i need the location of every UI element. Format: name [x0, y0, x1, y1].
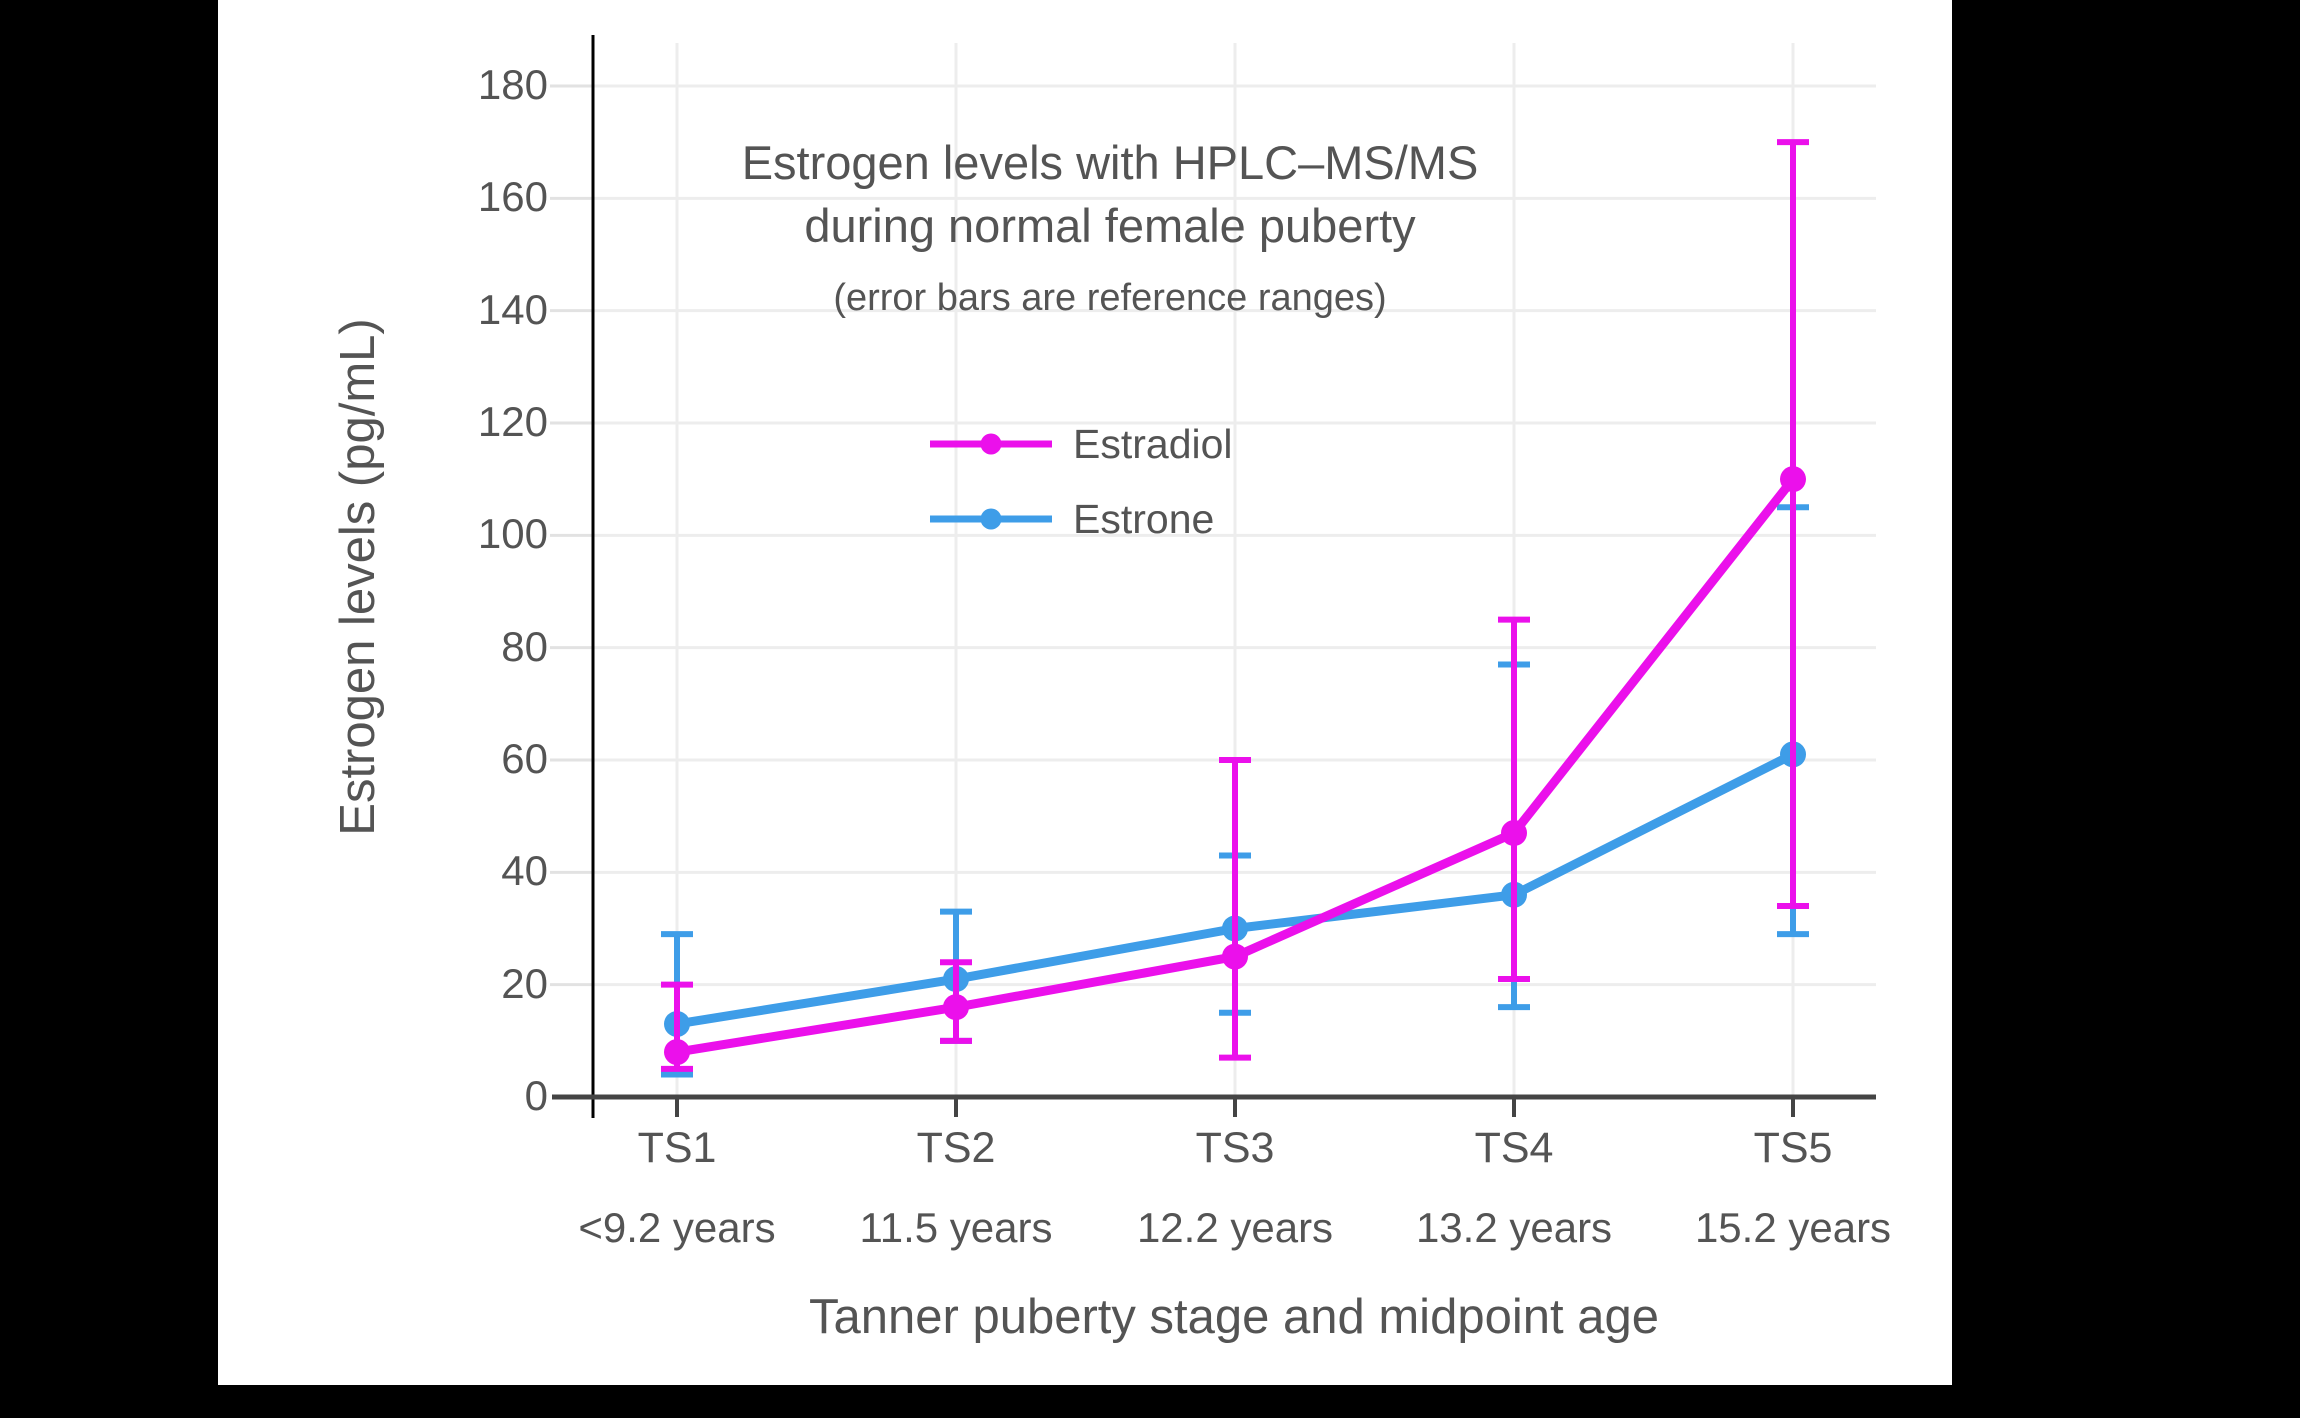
legend-marker: [980, 433, 1002, 455]
estradiol-marker: [1780, 466, 1806, 493]
y-tick-label: 0: [524, 1072, 548, 1120]
y-tick-label: 160: [477, 173, 548, 221]
legend-label-estrone: Estrone: [1073, 495, 1215, 542]
x-tick-label: TS4: [1474, 1124, 1554, 1172]
chart-title-line2: during normal female puberty: [804, 199, 1416, 252]
y-tick-label: 60: [501, 735, 548, 783]
y-axis-title: Estrogen levels (pg/mL): [331, 318, 385, 836]
x-tick-age-label: 15.2 years: [1694, 1204, 1892, 1251]
chart-panel: Estrogen levels with HPLC–MS/MS during n…: [218, 0, 1952, 1385]
y-tick-label: 140: [477, 285, 548, 333]
legend-swatch-estrone: [930, 508, 1052, 530]
x-tick-label: TS1: [637, 1124, 717, 1172]
chart-subtitle: (error bars are reference ranges): [833, 277, 1387, 319]
y-tick-label: 20: [501, 959, 548, 1007]
chart-title: Estrogen levels with HPLC–MS/MS during n…: [410, 131, 1810, 257]
legend-label-estradiol: Estradiol: [1073, 420, 1233, 467]
chart-title-line1: Estrogen levels with HPLC–MS/MS: [741, 136, 1479, 189]
estradiol-marker: [1222, 943, 1248, 970]
x-tick-age-label: 13.2 years: [1415, 1204, 1613, 1251]
x-tick-age-label: 12.2 years: [1136, 1204, 1334, 1251]
x-axis-title: Tanner puberty stage and midpoint age: [809, 1290, 1659, 1344]
estradiol-marker: [943, 994, 969, 1021]
legend-item-estrone: Estrone: [930, 491, 1214, 547]
x-tick-label: TS3: [1195, 1124, 1275, 1172]
y-tick-label: 40: [501, 847, 548, 895]
legend-marker: [980, 508, 1002, 530]
x-tick-age-label: <9.2 years: [578, 1204, 776, 1251]
y-tick-label: 120: [477, 398, 548, 446]
estradiol-marker: [1501, 820, 1527, 847]
x-tick-age-label: 11.5 years: [859, 1204, 1053, 1251]
y-tick-label: 80: [501, 622, 548, 670]
legend-swatch-estradiol: [930, 433, 1052, 455]
x-tick-label: TS5: [1753, 1124, 1833, 1172]
plot-area: [550, 35, 1876, 1118]
x-tick-label: TS2: [916, 1124, 996, 1172]
legend-item-estradiol: Estradiol: [930, 416, 1233, 472]
y-tick-label: 180: [477, 61, 548, 109]
y-tick-label: 100: [477, 510, 548, 558]
estradiol-marker: [664, 1039, 690, 1066]
